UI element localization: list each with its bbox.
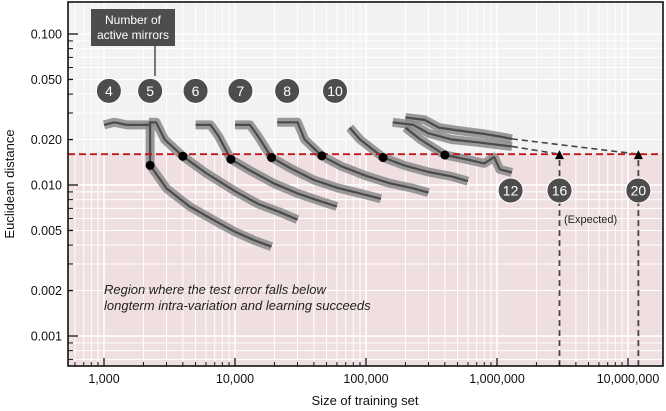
badge-5: 5 — [137, 77, 164, 104]
badge-circle — [182, 77, 209, 104]
y-tick-label: 0.001 — [31, 330, 62, 344]
series-line-5-drop- — [149, 122, 272, 248]
callout-box: Number of active mirrors — [91, 9, 175, 76]
badge-circle — [625, 177, 652, 204]
badge-label: 7 — [237, 83, 245, 99]
series-line-6 — [195, 123, 338, 208]
badge-circle — [274, 77, 301, 104]
mirror-count-badges: 4 5 6 7 8 10 12 16 20 — [95, 77, 652, 204]
badge-circle — [497, 177, 524, 204]
crossing-dot — [378, 153, 388, 163]
badge-circle — [322, 77, 349, 104]
crossing-dot — [178, 151, 188, 161]
badge-4: 4 — [95, 77, 122, 104]
y-tick-label: 0.020 — [31, 133, 62, 147]
badge-8: 8 — [274, 77, 301, 104]
extrapolation-20 — [511, 138, 639, 155]
badge-6: 6 — [182, 77, 209, 104]
badge-label: 16 — [552, 182, 568, 198]
expected-label: (Expected) — [564, 214, 617, 226]
y-tick-label: 0.010 — [31, 179, 62, 193]
y-axis-label: Euclidean distance — [2, 129, 17, 238]
annotations: Number of active mirrors Region where th… — [91, 9, 617, 313]
x-tick-label: 100,000 — [343, 372, 388, 386]
series-line-10 — [348, 126, 469, 183]
expected-arrow-icon — [555, 150, 565, 160]
x-tick-label: 1,000 — [88, 372, 119, 386]
callout-line-1: Number of — [105, 13, 162, 27]
badge-circle — [137, 77, 164, 104]
badge-label: 5 — [146, 83, 154, 99]
series-line-7 — [235, 123, 382, 200]
axes: 1,000 10,000 100,000 1,000,000 10,000,000 0.1… — [31, 1, 664, 386]
expected-arrow-icon — [633, 150, 643, 160]
y-tick-label: 0.050 — [31, 73, 62, 87]
crossing-dot — [317, 151, 327, 161]
badge-16: 16 — [546, 177, 573, 204]
y-tick-label: 0.100 — [31, 28, 62, 42]
x-axis-label: Size of training set — [312, 393, 419, 408]
badge-10: 10 — [322, 77, 349, 104]
threshold-line — [68, 150, 663, 160]
x-tick-label: 10,000 — [216, 372, 254, 386]
crossing-dot — [440, 150, 450, 160]
series-lines — [102, 113, 514, 251]
region-label-line-2: longterm intra-variation and learning su… — [104, 298, 371, 313]
y-tick-label: 0.002 — [31, 284, 62, 298]
badge-label: 8 — [283, 83, 291, 99]
extrapolation-16 — [511, 145, 560, 155]
series-line-8 — [277, 121, 429, 194]
series-line-4 — [103, 121, 149, 127]
badge-circle — [546, 177, 573, 204]
badge-label: 10 — [327, 83, 343, 99]
series-line-20 — [405, 116, 513, 140]
crossing-dot — [267, 153, 277, 163]
badge-circle — [227, 77, 254, 104]
x-tick-label: 10,000,000 — [597, 372, 660, 386]
badge-12: 12 — [497, 177, 524, 204]
badge-label: 20 — [631, 182, 647, 198]
y-tick-label: 0.005 — [31, 224, 62, 238]
badge-label: 4 — [105, 83, 113, 99]
series-line-16 — [392, 121, 513, 148]
badge-20: 20 — [625, 177, 652, 204]
crossing-dot — [145, 160, 155, 170]
region-label-line-1: Region where the test error falls below — [104, 282, 327, 297]
x-tick-label: 1,000,000 — [469, 372, 525, 386]
badge-circle — [95, 77, 122, 104]
crossing-dot — [226, 154, 236, 164]
callout-line-2: active mirrors — [97, 28, 169, 42]
badge-label: 6 — [192, 83, 200, 99]
threshold-crossing-dots — [145, 150, 450, 170]
series-line-12 — [404, 126, 513, 174]
series-line-5 — [148, 121, 298, 221]
badge-label: 12 — [503, 182, 519, 198]
badge-7: 7 — [227, 77, 254, 104]
